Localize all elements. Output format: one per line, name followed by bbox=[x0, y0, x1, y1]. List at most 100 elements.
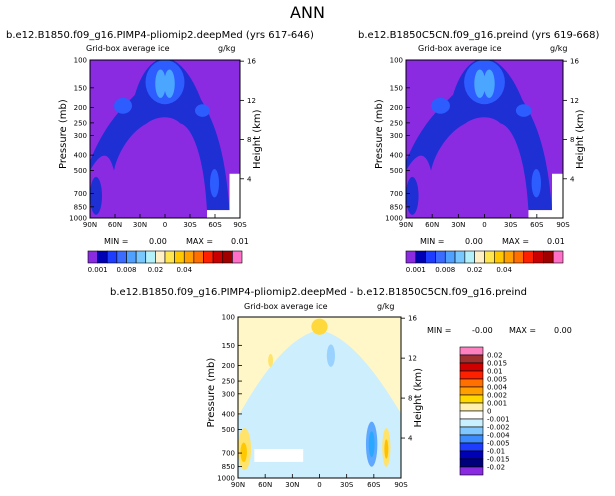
y-tick-label: 500 bbox=[222, 426, 235, 434]
y2-tick-label: 16 bbox=[247, 58, 256, 66]
panel3-colorbar-label: 0.002 bbox=[487, 392, 507, 400]
panel2-colorbar-swatch bbox=[474, 250, 485, 264]
missing-region-bottom bbox=[207, 210, 240, 218]
panel2-colorbar-swatch bbox=[552, 250, 564, 264]
panel1-stats-min-label: MIN = bbox=[104, 237, 129, 246]
x-tick-label: 60N bbox=[108, 221, 122, 229]
panel3-colorbar-label: -0.001 bbox=[487, 416, 510, 424]
x-tick-label: 60S bbox=[367, 481, 381, 489]
y-tick-label: 500 bbox=[390, 167, 403, 175]
panel1-colorbar-swatch bbox=[106, 250, 118, 264]
panel3-colorbar-swatch bbox=[459, 402, 484, 412]
panel2-colorbar-swatch bbox=[484, 250, 495, 264]
panel1-colorbar-swatch bbox=[145, 250, 156, 264]
panel3-colorbar-swatch bbox=[459, 378, 484, 388]
panel2-colorbar-label: 0.001 bbox=[406, 266, 426, 274]
contour-band-blue-right bbox=[515, 104, 532, 117]
contour-band-zero bbox=[254, 449, 304, 462]
panel2-colorbar-swatch bbox=[503, 250, 515, 264]
panel3-colorbar-label: -0.002 bbox=[487, 424, 510, 432]
y-tick-label: 500 bbox=[74, 167, 87, 175]
y-tick-label: 200 bbox=[222, 362, 235, 370]
panel2-stats-max-value: 0.01 bbox=[547, 237, 565, 246]
panel3-colorbar-label: 0.005 bbox=[487, 376, 507, 384]
x-tick-label: 60S bbox=[530, 221, 544, 229]
contour-lower-left bbox=[406, 176, 419, 215]
panel3-stats-min-label: MIN = bbox=[427, 326, 452, 335]
x-tick-label: 30S bbox=[504, 221, 518, 229]
panel1-colorbar-swatch bbox=[183, 250, 195, 264]
x-tick-label: 0 bbox=[163, 221, 167, 229]
panel1-colorbar-swatch bbox=[87, 250, 98, 264]
panel3-colorbar-label: 0.001 bbox=[487, 400, 507, 408]
panel3-colorbar-swatch bbox=[459, 450, 484, 460]
contour-neg-upper bbox=[326, 344, 335, 367]
panel3-colorbar-label: 0.01 bbox=[487, 368, 503, 376]
y-tick-label: 400 bbox=[222, 410, 235, 418]
panel1-colorbar-label: 0.008 bbox=[116, 266, 136, 274]
panel1-subtitle: Grid-box average ice bbox=[86, 44, 170, 53]
contour-band-blue-left bbox=[431, 97, 450, 114]
x-tick-label: 30N bbox=[451, 221, 465, 229]
y-tick-label: 700 bbox=[74, 190, 87, 198]
y2-tick-label: 8 bbox=[247, 136, 251, 144]
x-tick-label: 30S bbox=[183, 221, 197, 229]
contour-band-navy bbox=[406, 60, 553, 211]
contour-pos-lowright-core bbox=[384, 439, 389, 459]
panel3-field bbox=[238, 317, 401, 478]
panel1-colorbar-swatch bbox=[193, 250, 204, 264]
y2-tick-label: 4 bbox=[408, 435, 413, 443]
contour-core-right bbox=[164, 69, 175, 98]
contour-band-navy bbox=[90, 60, 230, 211]
y-tick-label: 300 bbox=[222, 390, 235, 398]
panel3-colorbar-swatch bbox=[459, 370, 484, 380]
y2-tick-label: 8 bbox=[408, 395, 412, 403]
missing-region bbox=[229, 173, 240, 218]
y2-tick-label: 8 bbox=[570, 136, 574, 144]
y-tick-label: 200 bbox=[390, 104, 403, 112]
panel2-stats-min-label: MIN = bbox=[420, 237, 445, 246]
x-tick-label: 90S bbox=[233, 221, 247, 229]
panel3-colorbar-label: -0.005 bbox=[487, 440, 510, 448]
panel3-colorbar-label: 0.02 bbox=[487, 352, 503, 360]
y-tick-label: 300 bbox=[74, 132, 87, 140]
panel1-colorbar-swatch bbox=[232, 250, 243, 264]
panel3-subtitle: Grid-box average ice bbox=[244, 302, 328, 311]
x-tick-label: 90N bbox=[83, 221, 97, 229]
x-tick-label: 30N bbox=[285, 481, 299, 489]
panel1-colorbar-swatch bbox=[126, 250, 137, 264]
x-tick-label: 90S bbox=[394, 481, 408, 489]
panel2-colorbar-swatch bbox=[405, 250, 417, 264]
y-tick-label: 1000 bbox=[385, 215, 403, 223]
panel2-subtitle: Grid-box average ice bbox=[418, 44, 502, 53]
x-tick-label: 60N bbox=[425, 221, 439, 229]
panel1-colorbar-label: 0.001 bbox=[88, 266, 108, 274]
y-tick-label: 400 bbox=[390, 152, 403, 160]
y2-tick-label: 12 bbox=[247, 97, 256, 105]
x-tick-label: 30N bbox=[133, 221, 147, 229]
panel3-colorbar-swatch bbox=[459, 346, 484, 356]
y-tick-label: 850 bbox=[390, 203, 403, 211]
panel3-colorbar-swatch bbox=[459, 442, 484, 452]
panel3-colorbar-swatch bbox=[459, 418, 484, 428]
panel2-colorbar-swatch bbox=[523, 250, 534, 264]
panel2-colorbar-swatch bbox=[415, 250, 426, 264]
x-tick-label: 60S bbox=[208, 221, 222, 229]
panel3-units: g/kg bbox=[377, 302, 395, 311]
panel3-colorbar-swatch bbox=[459, 386, 484, 396]
panel2-colorbar-swatch bbox=[454, 250, 466, 264]
panel3-colorbar-label: -0.004 bbox=[487, 432, 510, 440]
panel3-title: b.e12.B1850.f09_g16.PIMP4-pliomip2.deepM… bbox=[110, 287, 527, 298]
panel3-colorbar-swatch bbox=[459, 426, 484, 436]
missing-region bbox=[552, 173, 563, 218]
contour-pos-left bbox=[268, 354, 274, 367]
panel1-colorbar-swatch bbox=[203, 250, 214, 264]
panel2-field bbox=[406, 60, 563, 218]
y-tick-label: 400 bbox=[74, 152, 87, 160]
y-tick-label: 100 bbox=[390, 57, 403, 65]
y-tick-label: 1000 bbox=[69, 215, 87, 223]
y-tick-label: 250 bbox=[74, 119, 87, 127]
contour-band-negative bbox=[238, 329, 401, 478]
panel3-colorbar-swatch bbox=[459, 434, 484, 444]
panel1-stats-min-value: 0.00 bbox=[149, 237, 167, 246]
